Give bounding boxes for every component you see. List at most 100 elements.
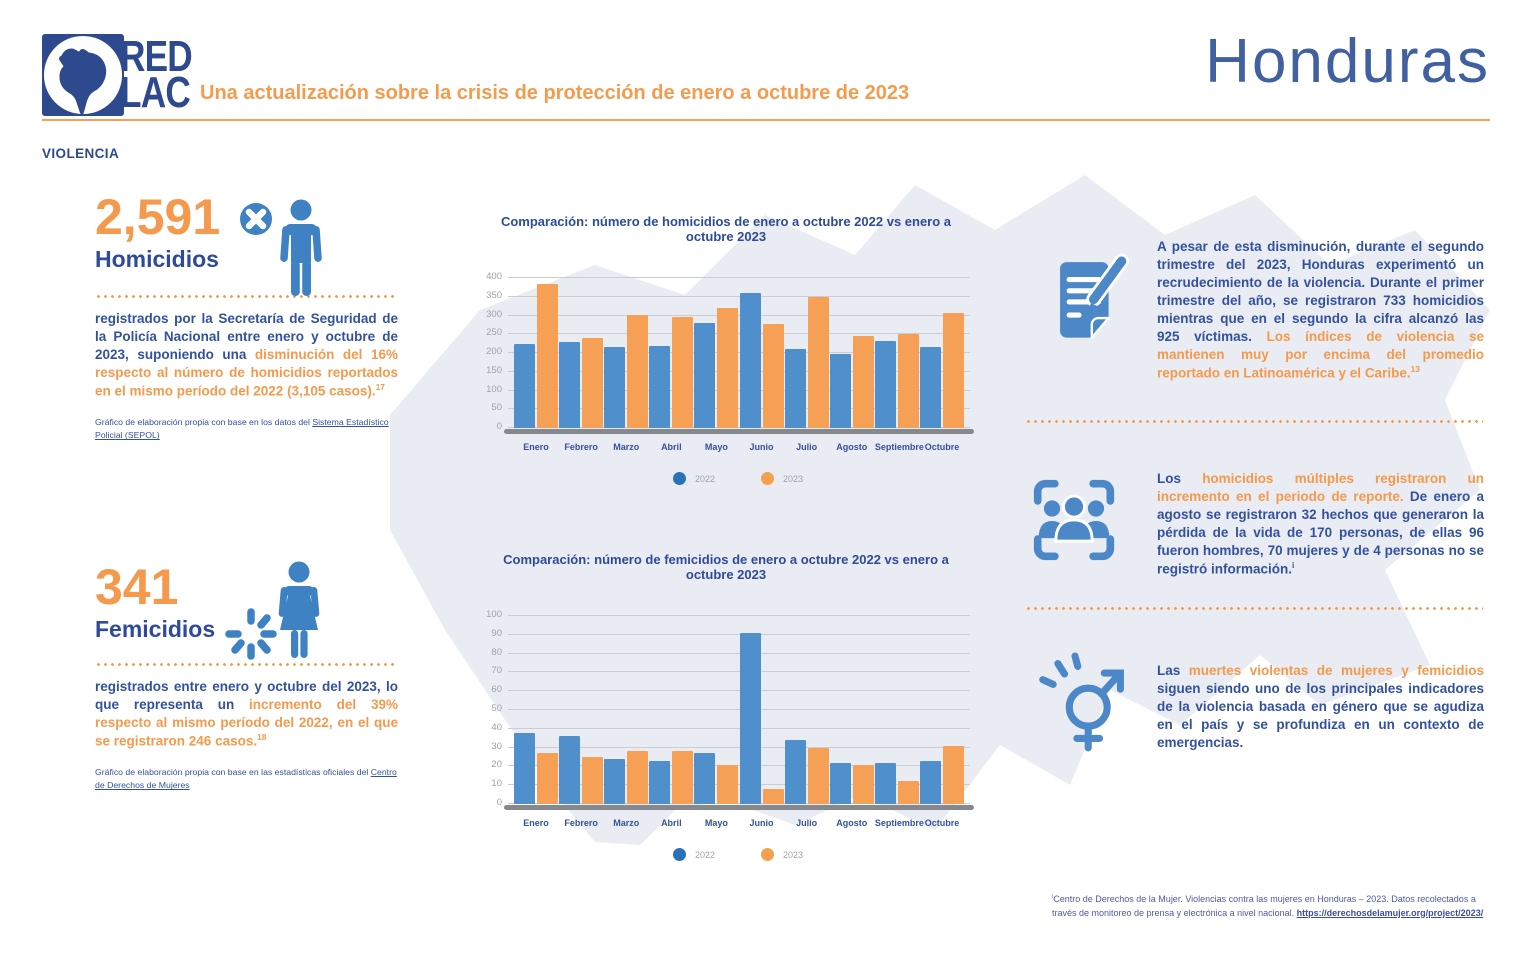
y-tick-label: 100	[486, 383, 502, 395]
gridline	[508, 295, 970, 297]
y-tick-label: 70	[491, 665, 502, 677]
bar-group-febrero	[559, 736, 604, 804]
month-label-mayo: Mayo	[704, 818, 728, 828]
bar-2022-septiembre	[874, 762, 896, 804]
y-tick-label: 0	[496, 797, 502, 808]
bar-2022-enero	[514, 343, 535, 428]
homicidios-value: 2,591	[95, 189, 221, 245]
bar-2023-enero	[537, 283, 558, 428]
bar-2023-julio	[807, 297, 829, 428]
chart-femicidios-legend: 2022 2023	[478, 848, 974, 861]
y-tick-label: 30	[491, 740, 502, 752]
femicidios-value: 341	[95, 559, 179, 615]
month-labels: Enero Febrero Marzo Abril Mayo Junio Julio Agos…	[514, 818, 964, 828]
y-tick-label: 50	[491, 703, 502, 714]
bar-2023-enero	[537, 753, 558, 804]
legend-label-2022: 2022	[694, 473, 715, 484]
month-label-julio: Julio	[796, 442, 818, 452]
gridline	[508, 803, 970, 804]
footer-link[interactable]: https://derechosdelamujer.org/project/20…	[1296, 907, 1484, 918]
bar-2023-agosto	[852, 336, 874, 428]
legend-item-2023: 2023	[761, 472, 803, 485]
bar-2023-julio	[807, 747, 829, 804]
gridline	[508, 709, 970, 710]
bar-2023-octubre	[942, 745, 964, 804]
bar-2022-abril	[649, 345, 671, 428]
month-label-agosto: Agosto	[836, 442, 868, 452]
legend-label-2023: 2023	[783, 849, 804, 860]
page-title: Una actualización sobre la crisis de pro…	[200, 82, 910, 104]
month-label-febrero: Febrero	[564, 818, 598, 828]
month-label-abril: Abril	[661, 442, 682, 452]
gridline	[508, 671, 970, 673]
bar-group-agosto	[829, 762, 874, 804]
bar-group-octubre	[919, 312, 964, 428]
insight-homicide-trend: A pesar de esta disminución, durante el …	[1157, 239, 1484, 381]
y-tick-label: 400	[486, 271, 502, 282]
bar-group-julio	[784, 297, 829, 428]
gridline	[508, 633, 970, 635]
y-tick-label: 100	[486, 609, 502, 620]
insight-violent-deaths: Las muertes violentas de mujeres y femic…	[1157, 663, 1485, 750]
document-pen-icon	[1060, 253, 1130, 339]
y-tick-label: 10	[491, 778, 502, 790]
bar-2023-septiembre	[897, 333, 919, 428]
bar-2022-julio	[784, 740, 806, 804]
stat-homicidios: 2,591 Homicidios registrados por la Secr…	[95, 192, 398, 442]
gridline	[508, 690, 970, 692]
month-label-agosto: Agosto	[836, 818, 868, 828]
dotted-divider	[1025, 607, 1483, 610]
y-tick-label: 40	[491, 721, 502, 733]
bar-2022-marzo	[604, 347, 626, 428]
bars-row	[514, 283, 964, 428]
bar-group-abril	[649, 751, 694, 804]
month-label-septiembre: Septiembre	[874, 818, 924, 828]
bar-2022-enero	[514, 732, 535, 804]
bar-group-mayo	[694, 753, 739, 804]
month-label-mayo: Mayo	[704, 442, 728, 452]
sepol-link[interactable]: Sistema Estadístico Policial (SEPOL)	[95, 417, 389, 441]
bar-group-agosto	[829, 336, 874, 428]
month-label-marzo: Marzo	[613, 818, 640, 828]
bar-2022-febrero	[559, 341, 581, 428]
month-label-octubre: Octubre	[924, 442, 960, 452]
bar-2023-abril	[672, 317, 694, 428]
chart-femicidios: Comparación: número de femicidios de ene…	[478, 552, 974, 861]
month-label-enero: Enero	[523, 818, 549, 828]
legend-dot-2023	[761, 848, 774, 861]
legend-item-2022: 2022	[672, 848, 715, 861]
country-title: Honduras	[1205, 27, 1490, 96]
y-tick-label: 300	[486, 308, 502, 320]
bars-row	[514, 632, 964, 804]
bar-2022-marzo	[604, 758, 626, 804]
bar-2023-agosto	[852, 764, 874, 804]
chart-femicidios-title: Comparación: número de femicidios de ene…	[503, 552, 949, 582]
gridline	[508, 652, 970, 654]
legend-dot-2022	[672, 848, 686, 861]
honduras-map-watermark	[390, 175, 1490, 845]
y-tick-label: 250	[486, 327, 502, 339]
bar-2022-octubre	[919, 347, 941, 428]
chart-homicidios-legend: 2022 2023	[478, 472, 974, 485]
x-axis-bar	[504, 429, 974, 434]
bar-group-enero	[514, 732, 558, 804]
legend-dot-2023	[761, 472, 774, 485]
bar-2023-febrero	[582, 338, 604, 428]
y-tick-label: 60	[491, 684, 502, 696]
chart-femicidios-plot: 0 10 20 30 40 50 60 70 80 90 100	[478, 608, 974, 808]
redlac-wordmark: RED LAC	[120, 32, 193, 117]
cdm-link[interactable]: Centro de Derechos de Mujeres	[95, 767, 397, 791]
stat-femicidios: 341 Femicidios registrados entre enero y…	[95, 562, 398, 792]
people-group-frame-icon	[1033, 479, 1115, 561]
y-tick-label: 80	[491, 646, 502, 658]
month-label-abril: Abril	[661, 818, 682, 828]
month-label-enero: Enero	[523, 442, 549, 452]
bar-2022-junio	[739, 293, 761, 428]
gridline	[508, 765, 970, 767]
bar-group-octubre	[919, 745, 964, 804]
legend-item-2023: 2023	[761, 848, 803, 861]
bar-2022-junio	[739, 632, 761, 804]
month-label-octubre: Octubre	[924, 818, 960, 828]
bar-2022-mayo	[694, 753, 716, 804]
legend-item-2022: 2022	[672, 472, 715, 485]
